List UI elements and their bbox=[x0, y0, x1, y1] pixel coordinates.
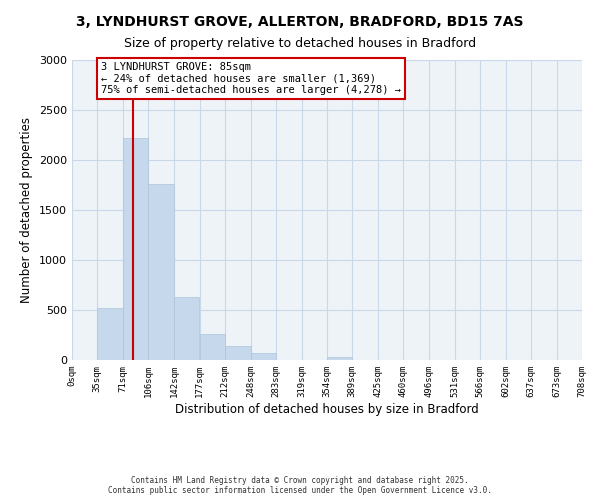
Bar bbox=[199, 334, 225, 360]
Y-axis label: Number of detached properties: Number of detached properties bbox=[20, 117, 34, 303]
Bar bbox=[225, 346, 251, 360]
Bar bbox=[251, 353, 276, 360]
Bar bbox=[123, 138, 148, 360]
Text: 3 LYNDHURST GROVE: 85sqm
← 24% of detached houses are smaller (1,369)
75% of sem: 3 LYNDHURST GROVE: 85sqm ← 24% of detach… bbox=[101, 62, 401, 95]
Text: 3, LYNDHURST GROVE, ALLERTON, BRADFORD, BD15 7AS: 3, LYNDHURST GROVE, ALLERTON, BRADFORD, … bbox=[76, 15, 524, 29]
Bar bbox=[97, 308, 123, 360]
X-axis label: Distribution of detached houses by size in Bradford: Distribution of detached houses by size … bbox=[175, 402, 479, 415]
Text: Contains HM Land Registry data © Crown copyright and database right 2025.
Contai: Contains HM Land Registry data © Crown c… bbox=[108, 476, 492, 495]
Bar bbox=[174, 297, 199, 360]
Text: Size of property relative to detached houses in Bradford: Size of property relative to detached ho… bbox=[124, 38, 476, 51]
Bar bbox=[327, 357, 352, 360]
Bar bbox=[148, 184, 174, 360]
